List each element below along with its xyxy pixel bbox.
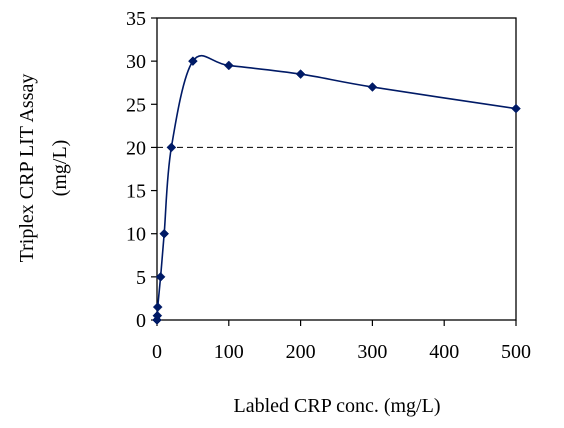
data-point-marker: [152, 310, 163, 321]
data-point-marker: [295, 69, 306, 79]
x-tick-label: 100: [214, 341, 244, 363]
data-point-marker: [152, 302, 163, 312]
y-tick-label: 25: [126, 94, 146, 116]
y-tick-label: 30: [126, 51, 146, 73]
plot-frame: [156, 17, 517, 321]
x-tick-label: 300: [357, 341, 387, 363]
data-point-marker: [511, 103, 521, 114]
y-tick-label: 5: [136, 267, 146, 289]
data-point-marker: [155, 272, 166, 282]
series-layer: [152, 54, 521, 325]
label-layer: Labled CRP conc. (mg/L) Triplex CRP LIT …: [16, 74, 441, 417]
y-tick-label: 0: [136, 310, 146, 332]
x-axis-label: Labled CRP conc. (mg/L): [234, 395, 441, 417]
x-tick-label: 500: [501, 341, 531, 363]
data-point-marker: [159, 228, 170, 239]
y-axis-label-line1: Triplex CRP LIT Assay: [16, 74, 38, 263]
data-point-marker: [367, 82, 378, 92]
data-point-marker: [188, 56, 198, 66]
data-point-marker: [223, 60, 234, 71]
x-tick-label: 0: [152, 341, 162, 363]
y-tick-label: 10: [126, 224, 146, 246]
x-tick-label: 400: [429, 341, 459, 363]
series-line: [156, 54, 517, 321]
y-tick-label: 35: [126, 8, 146, 30]
axes-layer: 0 5 10 15 20 25 30 35 0 100 200 300 400 500: [126, 8, 531, 363]
y-tick-label: 15: [126, 181, 146, 203]
y-axis-label-line2: (mg/L): [49, 140, 71, 197]
data-point-marker: [166, 142, 177, 153]
x-tick-label: 200: [286, 341, 316, 363]
y-tick-label: 20: [126, 137, 146, 159]
